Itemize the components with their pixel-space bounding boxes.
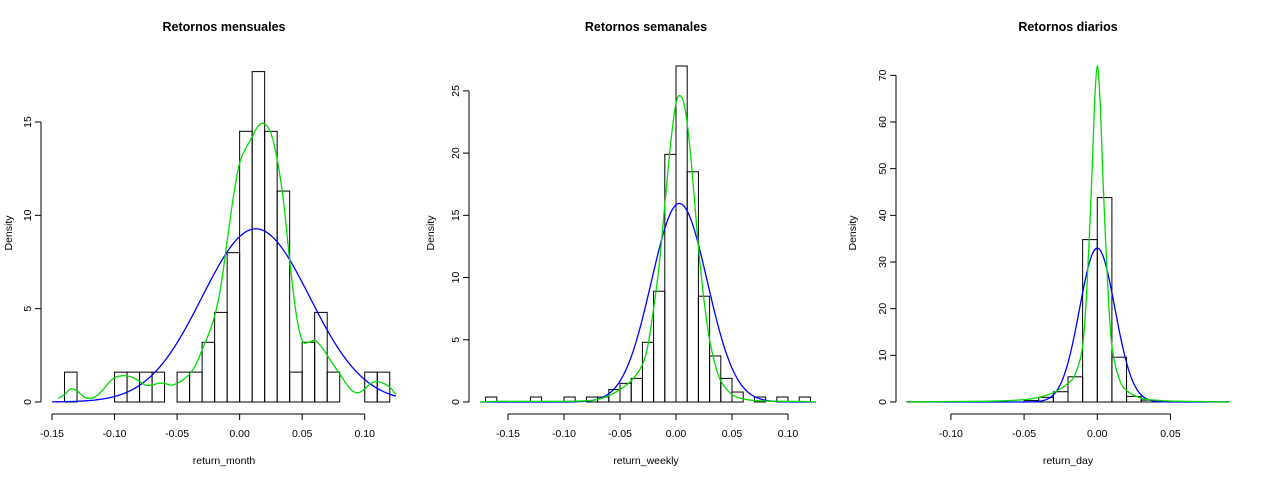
histogram-bar [264, 130, 278, 403]
histogram-bar [608, 389, 621, 403]
y-axis-label: Density [425, 215, 437, 251]
histogram-bar [201, 341, 216, 403]
chart-title: Retornos diarios [1018, 20, 1117, 34]
histogram-bar [239, 130, 253, 403]
y-tick-label: 60 [877, 116, 889, 128]
histogram-bar [189, 371, 203, 403]
x-tick-label: 0.05 [292, 428, 313, 440]
y-tick-label: 30 [877, 256, 889, 268]
y-tick-label: 50 [877, 163, 889, 175]
histogram-bar [641, 341, 655, 403]
x-axis: -0.15 -0.10 -0.05 0.00 0.05 0.10 [40, 413, 376, 440]
histogram-bar [151, 371, 166, 403]
x-tick-label: 0.05 [1160, 428, 1181, 440]
histogram-bar [753, 396, 767, 403]
y-tick-label: 0 [22, 399, 34, 405]
y-tick-label: 10 [450, 272, 462, 284]
x-tick-label: -0.05 [165, 428, 189, 440]
y-tick-label: 15 [450, 209, 462, 221]
normal-density-curve [480, 202, 816, 403]
x-axis-label: return_weekly [613, 455, 679, 467]
x-axis-label: return_day [1043, 455, 1094, 467]
y-axis: 0 10 20 30 40 50 60 70 [877, 69, 897, 405]
x-tick-label: -0.10 [103, 428, 127, 440]
x-axis: -0.10 -0.05 0.00 0.05 [939, 413, 1181, 440]
x-tick-label: -0.05 [1012, 428, 1036, 440]
histogram-bar [226, 252, 241, 403]
histogram-bar [720, 377, 733, 403]
y-tick-label: 70 [877, 69, 889, 81]
y-axis: 0 5 10 15 20 25 [450, 85, 470, 405]
histogram-bar [289, 371, 303, 403]
x-axis: -0.15 -0.10 -0.05 0.00 0.05 0.10 [496, 413, 799, 440]
histogram-bar [1126, 395, 1142, 403]
y-tick-label: 0 [450, 399, 462, 405]
histogram-bars [906, 197, 1230, 403]
histogram-bar [697, 295, 711, 403]
histogram-bar [731, 391, 744, 403]
histogram-bars [485, 65, 811, 403]
chart-title: Retornos semanales [585, 20, 707, 34]
histogram-bar [314, 311, 328, 403]
y-tick-label: 15 [22, 116, 34, 128]
monthly-returns-panel: Retornos mensuales return_month Density … [3, 20, 397, 467]
kernel-density-curve [906, 65, 1230, 403]
x-tick-label: -0.10 [552, 428, 576, 440]
histogram-bar [1096, 197, 1113, 403]
histogram-bar [376, 371, 391, 403]
histogram-bar [653, 290, 666, 403]
histogram-bar [214, 311, 228, 403]
histogram-bar [1067, 376, 1084, 403]
x-tick-label: -0.15 [496, 428, 520, 440]
y-axis-label: Density [3, 215, 15, 251]
daily-returns-panel: Retornos diarios return_day Density -0.1… [847, 20, 1230, 467]
histogram-bar [276, 190, 291, 403]
y-tick-label: 10 [877, 349, 889, 361]
x-tick-label: 0.10 [778, 428, 799, 440]
x-tick-label: 0.00 [229, 428, 250, 440]
histogram-bars [64, 71, 391, 403]
histogram-bar [675, 65, 688, 403]
y-tick-label: 25 [450, 85, 462, 97]
histogram-bar [1111, 356, 1128, 403]
y-tick-label: 20 [877, 303, 889, 315]
y-tick-label: 20 [450, 147, 462, 159]
x-tick-label: 0.05 [722, 428, 743, 440]
x-tick-label: 0.00 [1087, 428, 1108, 440]
x-tick-label: -0.10 [939, 428, 963, 440]
x-tick-label: 0.00 [666, 428, 687, 440]
kernel-density-curve [57, 122, 397, 399]
normal-density-curve [51, 228, 397, 403]
y-tick-label: 40 [877, 209, 889, 221]
y-tick-label: 0 [877, 399, 889, 405]
histogram-bar [686, 171, 699, 403]
x-tick-label: -0.05 [608, 428, 632, 440]
x-tick-label: -0.15 [40, 428, 64, 440]
histogram-bar [251, 71, 266, 403]
kernel-density-curve [479, 94, 817, 403]
histogram-bar [64, 371, 78, 403]
y-tick-label: 10 [22, 209, 34, 221]
x-tick-label: 0.10 [355, 428, 376, 440]
y-tick-label: 5 [22, 306, 34, 312]
histogram-bar [301, 341, 316, 403]
y-axis: 0 5 10 15 [22, 116, 42, 405]
chart-title: Retornos mensuales [163, 20, 286, 34]
histogram-bar [630, 377, 643, 403]
weekly-returns-panel: Retornos semanales return_weekly Density… [425, 20, 817, 467]
y-tick-label: 5 [450, 337, 462, 343]
y-axis-label: Density [847, 215, 859, 251]
x-axis-label: return_month [193, 455, 256, 467]
histogram-bar [326, 371, 341, 403]
